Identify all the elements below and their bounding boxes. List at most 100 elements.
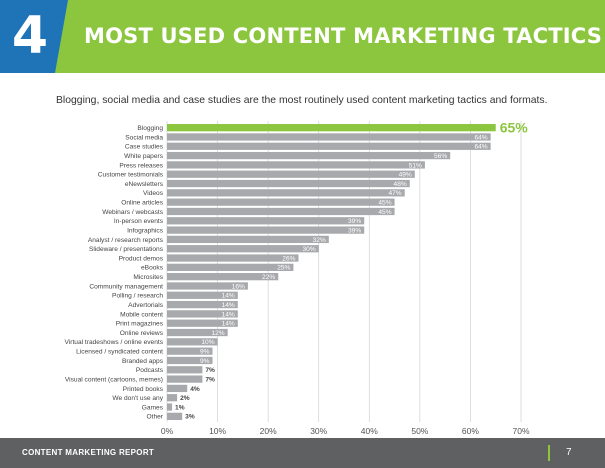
bar <box>167 347 213 355</box>
bar <box>167 245 319 253</box>
bar <box>167 412 183 420</box>
bar <box>167 384 188 393</box>
bar <box>167 394 178 402</box>
category-label: Branded apps <box>122 358 164 365</box>
data-label: 14% <box>222 321 235 328</box>
footer: CONTENT MARKETING REPORT 7 <box>0 438 605 468</box>
bar <box>167 356 213 365</box>
bar <box>167 328 228 337</box>
category-label: Community management <box>89 283 163 290</box>
banner-green-band <box>0 0 605 73</box>
data-label: 22% <box>262 274 275 281</box>
page-number: 7 <box>566 447 572 458</box>
category-label: Online reviews <box>120 330 164 337</box>
category-label: Analyst / research reports <box>88 237 164 244</box>
bar <box>167 291 238 299</box>
data-label: 2% <box>180 395 190 402</box>
category-label: In-person events <box>114 218 164 225</box>
category-label: White papers <box>124 153 164 160</box>
category-label: Licensed / syndicated content <box>76 349 163 356</box>
data-label: 64% <box>474 134 487 141</box>
bar <box>167 375 203 383</box>
data-label: 65% <box>500 120 529 136</box>
category-label: Other <box>147 414 164 421</box>
category-label: eBooks <box>141 265 164 272</box>
bar <box>167 151 451 160</box>
bar <box>167 282 248 290</box>
x-tick-label: 60% <box>462 426 479 436</box>
x-tick-label: 20% <box>260 426 277 436</box>
data-label: 3% <box>185 414 195 421</box>
bar <box>167 133 491 141</box>
bar <box>167 254 299 262</box>
category-label: We don't use any <box>112 395 163 402</box>
data-label: 49% <box>399 172 412 179</box>
bar <box>167 338 218 346</box>
bar <box>167 273 279 281</box>
category-label: Games <box>142 404 164 411</box>
data-label: 1% <box>175 404 185 411</box>
category-label: Microsites <box>133 274 163 281</box>
bar <box>167 124 496 132</box>
x-tick-label: 40% <box>361 426 378 436</box>
data-label: 26% <box>282 255 295 262</box>
data-label: 25% <box>277 265 290 272</box>
header-banner: 4 MOST USED CONTENT MARKETING TACTICS <box>0 0 605 73</box>
data-label: 7% <box>205 367 215 374</box>
x-tick-label: 50% <box>411 426 428 436</box>
category-label: Social media <box>125 134 163 141</box>
category-label: Polling / research <box>112 293 163 300</box>
section-number: 4 <box>11 6 49 66</box>
data-label: 14% <box>222 302 235 309</box>
header-banner-shapes <box>0 0 605 73</box>
x-tick-label: 30% <box>310 426 327 436</box>
bar <box>167 207 395 216</box>
data-label: 14% <box>222 293 235 300</box>
bar <box>167 310 238 318</box>
data-label: 4% <box>190 386 200 393</box>
footer-divider <box>548 445 550 461</box>
data-label: 45% <box>378 209 391 216</box>
bar <box>167 198 395 206</box>
category-label: Printed books <box>123 386 164 393</box>
bar-chart: 0% 10% 20% 30% 40% 50% 60% 70% Blogging 65% Social… <box>65 120 530 436</box>
category-label: Blogging <box>137 125 163 132</box>
category-label: Online articles <box>121 200 163 207</box>
data-label: 10% <box>201 339 214 346</box>
bar <box>167 319 238 327</box>
category-label: Podcasts <box>136 367 164 374</box>
category-label: eNewsletters <box>125 181 164 188</box>
data-label: 51% <box>409 162 422 169</box>
category-label: Press releases <box>119 162 163 169</box>
data-label: 30% <box>303 246 316 253</box>
bar <box>167 235 329 244</box>
data-label: 9% <box>200 358 210 365</box>
bar <box>167 263 294 271</box>
bar <box>167 161 425 169</box>
bar <box>167 170 415 178</box>
page-title: MOST USED CONTENT MARKETING TACTICS <box>84 24 603 48</box>
data-label: 39% <box>348 227 361 234</box>
footer-report-name: CONTENT MARKETING REPORT <box>22 448 155 457</box>
category-label: Print magazines <box>116 321 164 328</box>
category-label: Webinars / webcasts <box>102 209 163 216</box>
category-label: Videos <box>143 190 164 197</box>
bar <box>167 217 365 225</box>
chart-subtitle: Blogging, social media and case studies … <box>56 95 548 106</box>
category-label: Visual content (cartoons, memes) <box>65 376 163 383</box>
data-label: 47% <box>388 190 401 197</box>
category-label: Case studies <box>125 144 164 151</box>
data-label: 12% <box>211 330 224 337</box>
x-tick-label: 0% <box>161 426 174 436</box>
data-label: 48% <box>394 181 407 188</box>
data-label: 39% <box>348 218 361 225</box>
data-label: 56% <box>434 153 447 160</box>
data-label: 45% <box>378 200 391 207</box>
bar <box>167 300 238 309</box>
data-label: 14% <box>222 311 235 318</box>
x-tick-label: 10% <box>209 426 226 436</box>
data-label: 64% <box>474 144 487 151</box>
data-label: 32% <box>313 237 326 244</box>
bar <box>167 403 173 411</box>
banner-blue-tab <box>0 0 68 73</box>
